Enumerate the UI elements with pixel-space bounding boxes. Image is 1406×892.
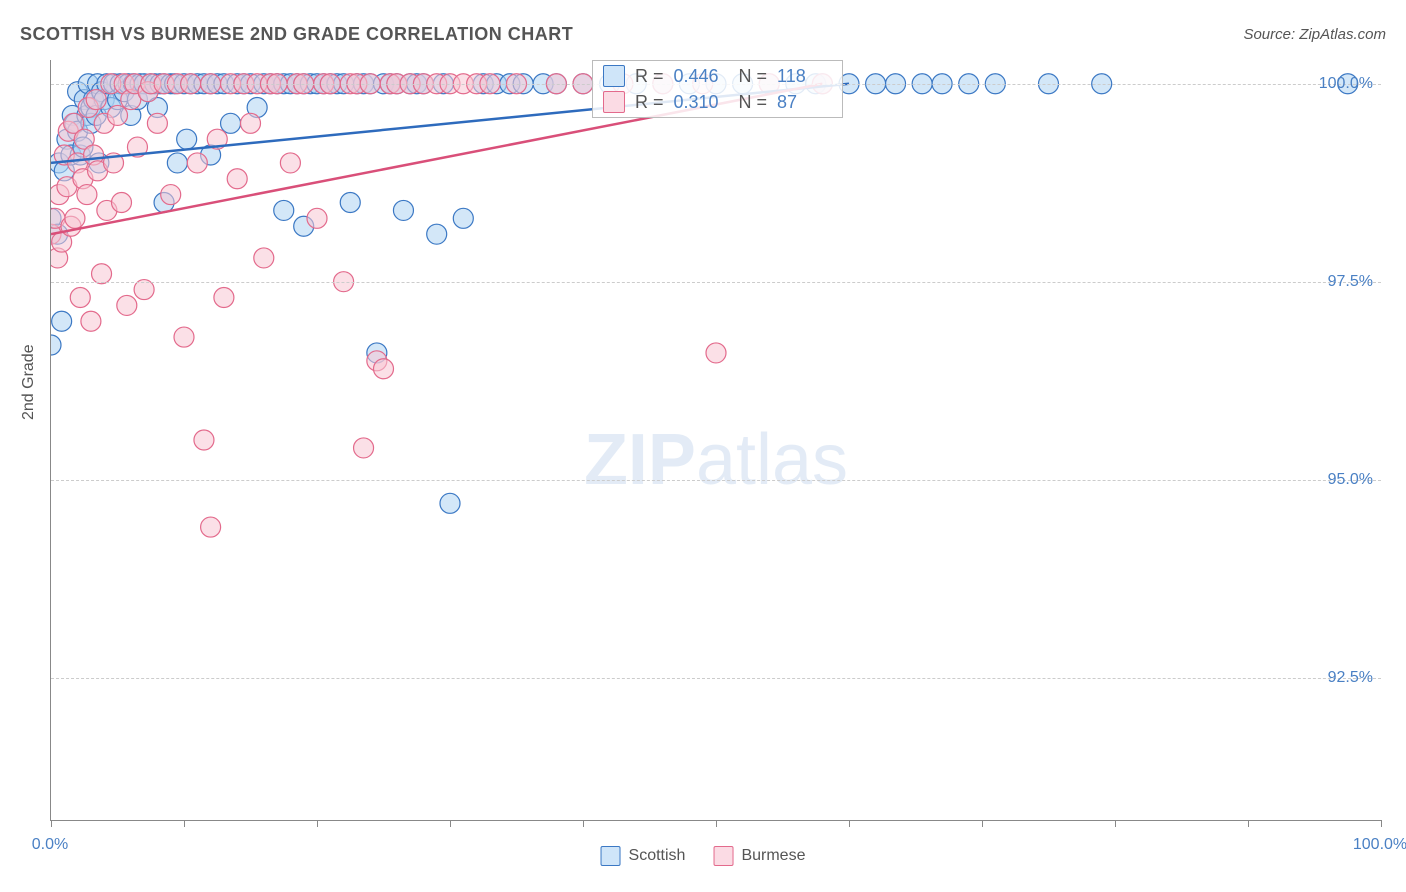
n-value-burmese: 87 <box>777 92 832 113</box>
x-tick <box>450 820 451 827</box>
legend-swatch-scottish <box>601 846 621 866</box>
scatter-point <box>187 153 207 173</box>
x-tick <box>849 820 850 827</box>
scatter-point <box>706 343 726 363</box>
scatter-point <box>354 438 374 458</box>
scatter-point <box>280 153 300 173</box>
x-tick <box>583 820 584 827</box>
r-label: R = <box>635 92 664 113</box>
scatter-point <box>167 153 187 173</box>
scatter-point <box>340 193 360 213</box>
stats-row-scottish: R = 0.446 N = 118 <box>593 63 842 89</box>
scatter-point <box>51 335 61 355</box>
x-tick <box>51 820 52 827</box>
chart-title: SCOTTISH VS BURMESE 2ND GRADE CORRELATIO… <box>20 24 573 45</box>
grid-line <box>51 480 1381 481</box>
legend: Scottish Burmese <box>601 846 806 866</box>
stats-swatch-scottish <box>603 65 625 87</box>
scatter-point <box>174 327 194 347</box>
scatter-point <box>108 105 128 125</box>
n-value-scottish: 118 <box>777 66 832 87</box>
scatter-point <box>254 248 274 268</box>
legend-swatch-burmese <box>713 846 733 866</box>
scatter-point <box>274 200 294 220</box>
stats-box: R = 0.446 N = 118 R = 0.310 N = 87 <box>592 60 843 118</box>
scatter-point <box>70 288 90 308</box>
y-axis-label: 2nd Grade <box>20 344 38 420</box>
scatter-point <box>52 311 72 331</box>
scatter-point <box>393 200 413 220</box>
scatter-point <box>427 224 447 244</box>
scatter-point <box>241 113 261 133</box>
n-label: N = <box>739 66 768 87</box>
y-tick-label: 95.0% <box>1328 471 1373 489</box>
chart-svg <box>51 60 1381 820</box>
y-tick-label: 92.5% <box>1328 669 1373 687</box>
r-value-scottish: 0.446 <box>674 66 729 87</box>
legend-label-burmese: Burmese <box>741 847 805 865</box>
scatter-point <box>77 185 97 205</box>
scatter-point <box>86 90 106 110</box>
grid-line <box>51 678 1381 679</box>
stats-row-burmese: R = 0.310 N = 87 <box>593 89 842 115</box>
source-credit: Source: ZipAtlas.com <box>1243 26 1386 43</box>
scatter-point <box>221 113 241 133</box>
scatter-point <box>194 430 214 450</box>
r-value-burmese: 0.310 <box>674 92 729 113</box>
scatter-point <box>111 193 131 213</box>
scatter-point <box>161 185 181 205</box>
x-tick <box>184 820 185 827</box>
scatter-point <box>81 311 101 331</box>
plot-area: ZIPatlas 92.5%95.0%97.5%100.0% <box>50 60 1381 821</box>
grid-line <box>51 282 1381 283</box>
scatter-point <box>374 359 394 379</box>
y-tick-label: 97.5% <box>1328 273 1373 291</box>
x-tick <box>1115 820 1116 827</box>
scatter-point <box>307 208 327 228</box>
x-tick <box>1248 820 1249 827</box>
legend-item-scottish: Scottish <box>601 846 686 866</box>
x-tick <box>1381 820 1382 827</box>
x-tick <box>982 820 983 827</box>
scatter-point <box>201 517 221 537</box>
scatter-point <box>214 288 234 308</box>
x-tick-label: 0.0% <box>32 836 68 854</box>
scatter-point <box>227 169 247 189</box>
scatter-point <box>440 493 460 513</box>
chart-container: SCOTTISH VS BURMESE 2ND GRADE CORRELATIO… <box>0 0 1406 892</box>
scatter-point <box>65 208 85 228</box>
x-tick <box>317 820 318 827</box>
x-tick <box>716 820 717 827</box>
legend-label-scottish: Scottish <box>629 847 686 865</box>
x-tick-label: 100.0% <box>1353 836 1406 854</box>
scatter-point <box>177 129 197 149</box>
scatter-point <box>147 113 167 133</box>
legend-item-burmese: Burmese <box>713 846 805 866</box>
scatter-point <box>453 208 473 228</box>
r-label: R = <box>635 66 664 87</box>
scatter-point <box>117 295 137 315</box>
stats-swatch-burmese <box>603 91 625 113</box>
y-tick-label: 100.0% <box>1319 75 1373 93</box>
n-label: N = <box>739 92 768 113</box>
